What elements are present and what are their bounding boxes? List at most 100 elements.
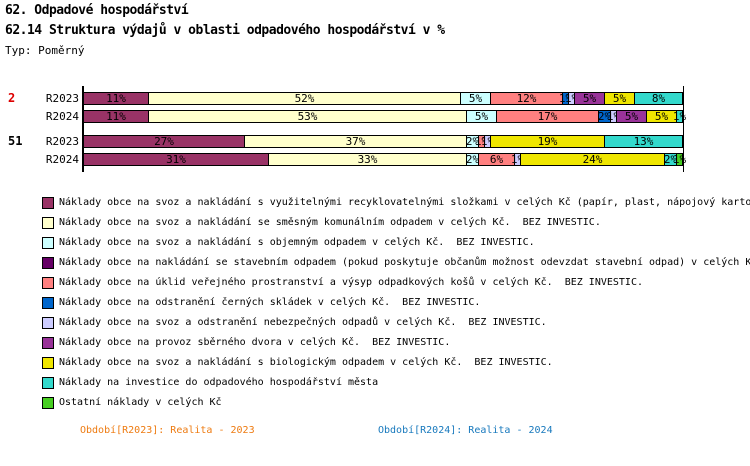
segment-value-label: 6%: [489, 153, 504, 166]
legend-swatch: [42, 317, 54, 329]
legend-item: Náklady obce na svoz a nakládání se směs…: [42, 217, 601, 229]
legend-swatch: [42, 237, 54, 249]
page-title: 62. Odpadové hospodářství: [5, 3, 189, 18]
segment-value-label: 1%: [510, 153, 525, 166]
legend-item: Ostatní náklady v celých Kč: [42, 397, 222, 409]
bar-segment: 53%: [149, 110, 467, 123]
legend-label: Ostatní náklady v celých Kč: [59, 397, 222, 408]
bar-segment: 11%: [83, 110, 149, 123]
segment-value-label: 1%: [672, 153, 687, 166]
bar-segment: 1%: [673, 110, 686, 123]
bar-segment: 5%: [461, 92, 491, 105]
bar-segment: 17%: [497, 110, 599, 123]
bar-segment: 13%: [605, 135, 683, 148]
bar-segment: 1%: [481, 135, 494, 148]
legend-item: Náklady obce na svoz a nakládání s využi…: [42, 197, 750, 209]
row-label: R2023: [45, 135, 79, 148]
bar-segment: 2%: [466, 135, 479, 148]
bar-segment: 5%: [605, 92, 635, 105]
bar-segment: 12%: [491, 92, 563, 105]
segment-value-label: 53%: [297, 110, 318, 123]
bar-segment: 1%: [673, 153, 686, 166]
legend-label: Náklady obce na provoz sběrného dvora v …: [59, 337, 451, 348]
segment-value-label: 13%: [633, 135, 654, 148]
footer-period-r2023: Období[R2023]: Realita - 2023: [80, 425, 255, 436]
bar-segment: 1%: [607, 110, 620, 123]
legend-label: Náklady obce na svoz a odstranění nebezp…: [59, 317, 547, 328]
segment-value-label: 5%: [612, 92, 627, 105]
legend-item: Náklady obce na svoz a nakládání s biolo…: [42, 357, 553, 369]
legend-label: Náklady na investice do odpadového hospo…: [59, 377, 379, 388]
segment-value-label: 5%: [474, 110, 489, 123]
bar-segment: 31%: [83, 153, 269, 166]
segment-value-label: 31%: [166, 153, 186, 166]
bar-segment: 1%: [565, 92, 578, 105]
segment-value-label: 11%: [106, 110, 126, 123]
bar-segment: 11%: [83, 92, 149, 105]
segment-value-label: 33%: [357, 153, 378, 166]
segment-value-label: 2%: [663, 153, 678, 166]
bar-row: 31% 33% 2% 6% 1% 24% 2% 1%: [83, 153, 686, 166]
legend-swatch: [42, 297, 54, 309]
bar-row: 27% 37% 2% 1% 1% 19% 13%: [83, 135, 683, 148]
segment-value-label: 5%: [654, 110, 669, 123]
legend-item: Náklady obce na svoz a odstranění nebezp…: [42, 317, 547, 329]
bar-segment: 5%: [647, 110, 677, 123]
legend-swatch: [42, 397, 54, 409]
segment-value-label: 27%: [154, 135, 174, 148]
bar-segment: 6%: [479, 153, 515, 166]
bar-segment: 1%: [475, 135, 488, 148]
bar-segment: 8%: [635, 92, 683, 105]
chart-type-label: Typ: Poměrný: [5, 44, 85, 57]
segment-value-label: 1%: [564, 92, 579, 105]
legend-item: Náklady na investice do odpadového hospo…: [42, 377, 378, 389]
legend-item: Náklady obce na nakládání se stavebním o…: [42, 257, 750, 269]
legend-label: Náklady obce na svoz a nakládání se směs…: [59, 217, 601, 228]
legend-label: Náklady obce na nakládání se stavebním o…: [59, 257, 750, 268]
segment-value-label: 1%: [672, 110, 687, 123]
legend-swatch: [42, 197, 54, 209]
row-label: R2024: [45, 110, 79, 123]
row-label: R2024: [45, 153, 79, 166]
segment-value-label: 5%: [624, 110, 639, 123]
segment-value-label: 19%: [537, 135, 558, 148]
bar-segment: 5%: [617, 110, 647, 123]
legend-item: Náklady obce na svoz a nakládání s objem…: [42, 237, 535, 249]
bar-segment: 2%: [663, 153, 678, 166]
legend-swatch: [42, 357, 54, 369]
segment-value-label: 2%: [597, 110, 612, 123]
entity-label: 51: [8, 134, 23, 148]
bar-row: 11% 52% 5% 12% 1% 1% 5% 5% 8%: [83, 92, 683, 105]
bar-segment: 2%: [466, 153, 479, 166]
bar-segment: 27%: [83, 135, 245, 148]
segment-value-label: 17%: [537, 110, 558, 123]
legend-swatch: [42, 217, 54, 229]
footer-period-r2024: Období[R2024]: Realita - 2024: [378, 425, 553, 436]
entity-label: 2: [8, 91, 16, 105]
segment-value-label: 1%: [474, 135, 489, 148]
bar-segment: 2%: [597, 110, 612, 123]
segment-value-label: 52%: [294, 92, 315, 105]
segment-value-label: 1%: [558, 92, 573, 105]
bar-segment: 24%: [521, 153, 665, 166]
bar-segment: 37%: [245, 135, 467, 148]
page-subtitle: 62.14 Struktura výdajů v oblasti odpadov…: [5, 23, 445, 38]
segment-value-label: 1%: [606, 110, 621, 123]
axis-100pct-line: [683, 86, 684, 172]
y-axis-line: [82, 86, 84, 172]
segment-value-label: 8%: [651, 92, 666, 105]
segment-value-label: 24%: [582, 153, 603, 166]
segment-value-label: 11%: [106, 92, 126, 105]
legend-label: Náklady obce na svoz a nakládání s biolo…: [59, 357, 553, 368]
bar-segment: 52%: [149, 92, 461, 105]
segment-value-label: 1%: [480, 135, 495, 148]
bar-segment: 1%: [559, 92, 572, 105]
segment-value-label: 12%: [516, 92, 537, 105]
segment-value-label: 5%: [468, 92, 483, 105]
legend-label: Náklady obce na svoz a nakládání s objem…: [59, 237, 535, 248]
segment-value-label: 5%: [582, 92, 597, 105]
legend-label: Náklady obce na svoz a nakládání s využi…: [59, 197, 750, 208]
bar-row: 11% 53% 5% 17% 2% 1% 5% 5% 1%: [83, 110, 686, 123]
legend-swatch: [42, 337, 54, 349]
